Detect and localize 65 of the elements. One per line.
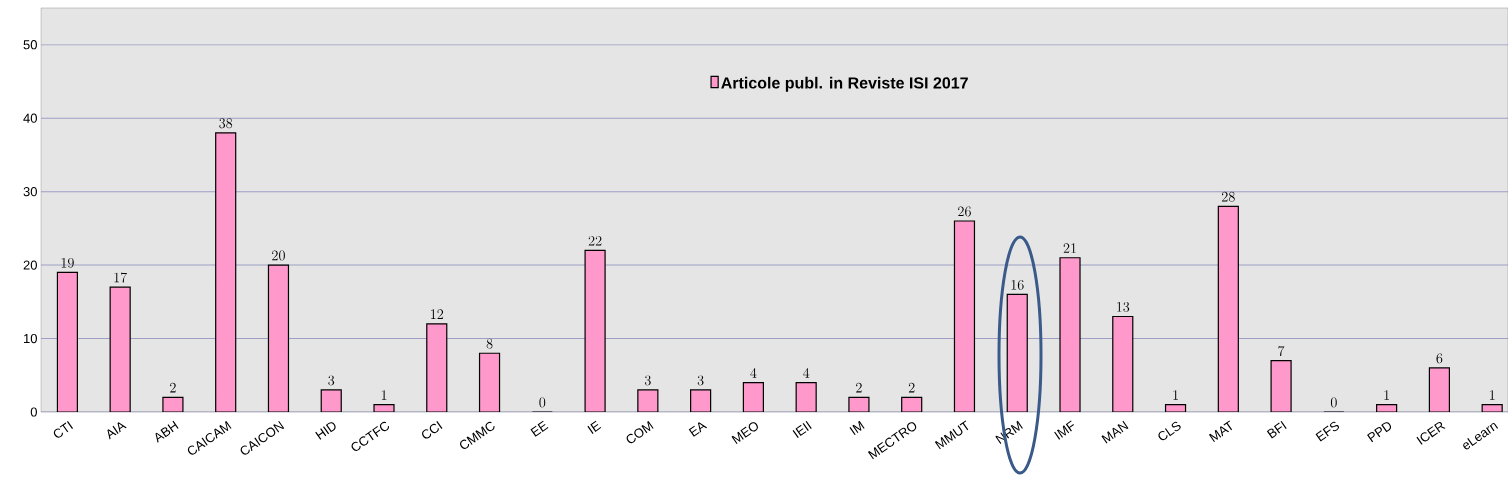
bar bbox=[1217, 205, 1239, 412]
data-label: 3 bbox=[644, 375, 651, 386]
y-tick-label: 50 bbox=[23, 40, 37, 50]
x-tick-label: IMF bbox=[1054, 420, 1074, 440]
data-label: 2 bbox=[856, 382, 862, 393]
bar bbox=[215, 132, 237, 412]
x-tick-label: IEII bbox=[792, 420, 812, 439]
y-tick-label: 40 bbox=[23, 113, 37, 123]
x-tick-label: EE bbox=[530, 420, 549, 437]
data-label: 1 bbox=[1173, 390, 1178, 400]
bar bbox=[478, 352, 501, 412]
data-label: 4 bbox=[803, 367, 810, 378]
bar bbox=[1428, 367, 1450, 412]
data-label: 16 bbox=[1011, 279, 1024, 290]
x-tick-label: EFS bbox=[1315, 421, 1340, 442]
bar bbox=[56, 271, 78, 412]
data-label: 22 bbox=[588, 235, 602, 246]
data-label: 4 bbox=[750, 367, 757, 378]
x-tick-label: PPD bbox=[1367, 422, 1392, 443]
data-label: 38 bbox=[219, 118, 233, 129]
x-tick-label: CCI bbox=[422, 421, 443, 439]
data-label: 6 bbox=[1436, 353, 1443, 364]
data-label: 21 bbox=[1063, 243, 1076, 253]
bar bbox=[426, 323, 448, 412]
x-tick-label: MAT bbox=[1208, 420, 1233, 443]
data-label: 0 bbox=[539, 397, 546, 408]
data-label: 28 bbox=[1221, 191, 1235, 202]
data-label: 1 bbox=[381, 390, 387, 400]
y-tick-label: 0 bbox=[30, 407, 37, 417]
data-label: 3 bbox=[328, 375, 335, 386]
bar bbox=[109, 286, 131, 412]
data-label: 0 bbox=[1330, 397, 1337, 408]
bar bbox=[267, 264, 290, 412]
data-label: 12 bbox=[431, 309, 444, 319]
data-label: 26 bbox=[958, 206, 971, 217]
data-label: 13 bbox=[1117, 302, 1130, 312]
data-label: 1 bbox=[1384, 390, 1389, 400]
x-tick-label: MEO bbox=[731, 422, 758, 445]
bar bbox=[953, 220, 976, 412]
data-label: 7 bbox=[1278, 345, 1285, 356]
bar bbox=[1112, 315, 1134, 412]
y-tick-label: 30 bbox=[23, 187, 37, 197]
x-tick-label: EA bbox=[688, 422, 708, 437]
data-label: 2 bbox=[908, 382, 915, 393]
x-tick-label: CLS bbox=[1158, 421, 1181, 441]
y-tick-label: 20 bbox=[23, 260, 37, 270]
legend-label: Articole publ. in Reviste ISI 2017 bbox=[721, 76, 968, 92]
x-tick-label: IE bbox=[587, 420, 602, 434]
x-tick-label: ABH bbox=[155, 420, 179, 443]
x-tick-label: HID bbox=[315, 422, 336, 440]
data-label: 1 bbox=[1489, 390, 1495, 400]
data-label: 17 bbox=[114, 272, 127, 283]
x-tick-label: BFI bbox=[1266, 420, 1287, 439]
data-label: 20 bbox=[272, 250, 285, 261]
y-tick-label: 10 bbox=[24, 333, 37, 344]
data-label: 8 bbox=[486, 338, 493, 349]
bar bbox=[742, 382, 764, 412]
bar bbox=[795, 382, 817, 412]
bar bbox=[1006, 293, 1028, 412]
x-tick-label: CTI bbox=[53, 421, 74, 438]
data-label: 19 bbox=[61, 257, 74, 268]
x-tick-label: IM bbox=[849, 420, 865, 436]
data-label: 2 bbox=[170, 382, 176, 393]
data-label: 3 bbox=[697, 375, 704, 386]
x-tick-label: AIA bbox=[107, 422, 127, 440]
